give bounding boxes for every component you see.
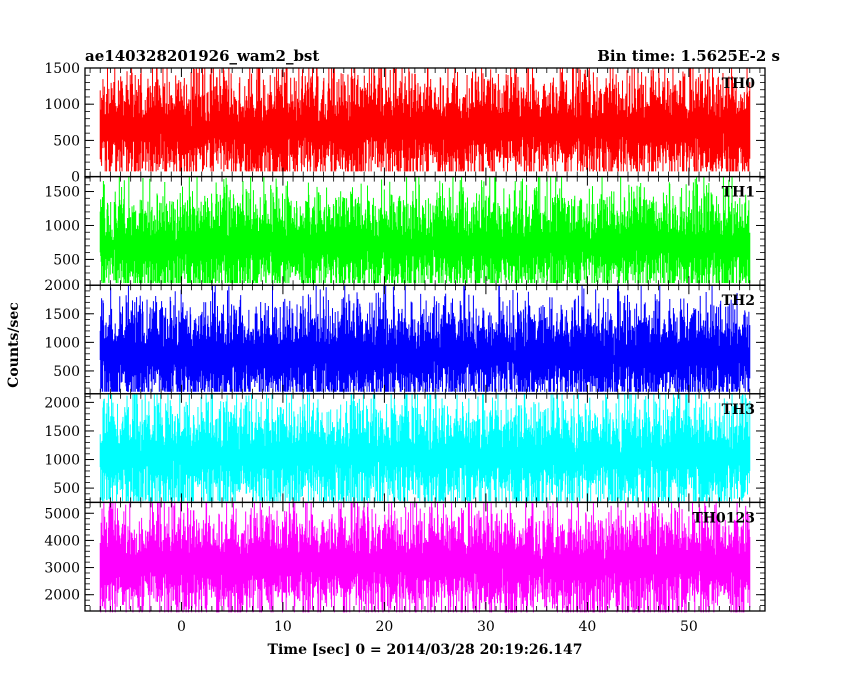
y-tick-label: 4000 [44, 533, 80, 549]
y-tick-label: 1500 [44, 61, 80, 77]
panel-th3: 500 1000 1500 2000 TH3 [44, 393, 766, 504]
series-th1-line [99, 176, 751, 283]
y-tick-label: 500 [53, 133, 80, 149]
y-tick-label: 500 [53, 252, 80, 268]
panel-th0123: 2000 3000 4000 5000 TH0123 [44, 501, 766, 613]
panel-th0: 0 500 1000 1500 TH0 [44, 61, 766, 186]
y-axis-label: Counts/sec [6, 302, 22, 388]
series-th0-line [99, 68, 751, 172]
y-tick-label: 1500 [44, 185, 80, 201]
y-tick-label: 1000 [44, 218, 80, 234]
chart-title: ae140328201926_wam2_bst [85, 47, 319, 65]
x-tick-label: 50 [680, 619, 698, 635]
panels-group: 0 500 1000 1500 TH0 500 1000 1500 TH1 500 1000 1500… [44, 61, 766, 613]
panel-label: TH0 [722, 76, 756, 92]
series-th0123-line [99, 502, 751, 613]
y-tick-label: 1500 [44, 424, 80, 440]
series-th2-line [99, 285, 751, 392]
panel-label: TH3 [722, 402, 755, 418]
y-tick-label: 1000 [44, 335, 80, 351]
y-tick-label: 2000 [44, 395, 80, 411]
panel-label: TH2 [722, 293, 755, 309]
x-tick-label: 40 [578, 619, 596, 635]
y-tick-label: 2000 [44, 278, 80, 294]
x-axis-label: Time [sec] 0 = 2014/03/28 20:19:26.147 [268, 642, 583, 658]
x-tick-label: 30 [477, 619, 495, 635]
y-tick-label: 500 [53, 364, 80, 380]
y-tick-label: 500 [53, 481, 80, 497]
bin-time-label: Bin time: 1.5625E-2 s [597, 47, 780, 65]
y-tick-label: 2000 [44, 588, 80, 604]
x-tick-label: 10 [274, 619, 292, 635]
series-th3-line [99, 393, 751, 502]
panel-th2: 500 1000 1500 2000 TH2 [44, 278, 766, 395]
panel-label: TH1 [722, 185, 755, 201]
y-tick-label: 0 [71, 170, 80, 186]
y-tick-label: 1000 [44, 453, 80, 469]
panel-th1: 500 1000 1500 TH1 [44, 175, 766, 286]
y-tick-label: 1000 [44, 97, 80, 113]
y-tick-label: 5000 [44, 506, 80, 522]
y-tick-label: 1500 [44, 307, 80, 323]
x-tick-label: 20 [375, 619, 393, 635]
panel-label: TH0123 [692, 510, 755, 526]
y-tick-label: 3000 [44, 561, 80, 577]
x-axis: 0 10 20 30 40 50 [177, 619, 698, 635]
x-tick-label: 0 [177, 619, 186, 635]
